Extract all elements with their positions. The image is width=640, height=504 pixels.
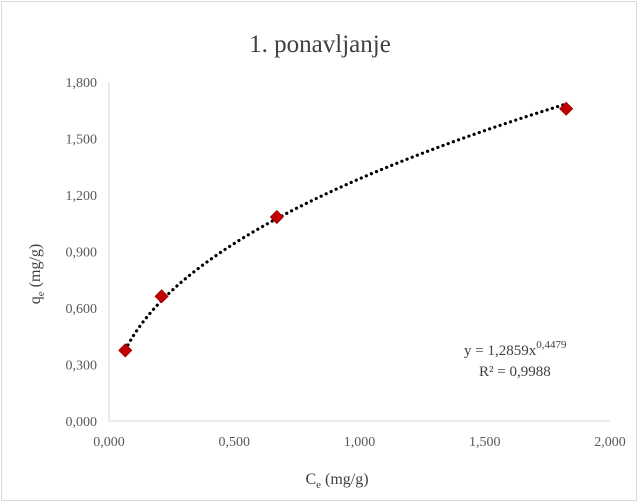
trendline-r2: R² = 0,9988 xyxy=(479,364,551,380)
x-axis-label: Ce (mg/g) xyxy=(305,471,368,491)
power-trendline xyxy=(123,102,568,352)
y-axis-label: qe (mg/g) xyxy=(27,244,47,304)
y-tick-label: 0,900 xyxy=(66,246,98,261)
y-tick-label: 0,000 xyxy=(66,415,98,430)
data-point xyxy=(269,209,284,225)
y-tick-label: 1,500 xyxy=(66,133,98,148)
x-tick-labels: 0,000 0,500 1,000 1,500 2,000 xyxy=(93,435,626,450)
y-tick-label: 0,600 xyxy=(66,302,98,317)
y-tick-labels: 0,000 0,300 0,600 0,900 1,200 1,500 1,800 xyxy=(66,76,98,430)
y-tick-label: 1,200 xyxy=(66,189,98,204)
axes xyxy=(108,82,610,422)
x-tick-label: 0,000 xyxy=(93,435,125,450)
x-tick-label: 1,500 xyxy=(469,435,501,450)
trendline-equation: y = 1,2859x0,4479 xyxy=(464,339,567,359)
y-tick-label: 0,300 xyxy=(66,359,98,374)
data-point xyxy=(118,343,133,358)
x-tick-label: 2,000 xyxy=(594,435,626,450)
chart-title: 1. ponavljanje xyxy=(249,31,391,58)
data-point xyxy=(154,289,169,304)
x-tick-label: 0,500 xyxy=(219,435,251,450)
data-point xyxy=(559,101,574,116)
data-points xyxy=(118,101,574,358)
y-tick-label: 1,800 xyxy=(66,76,98,91)
x-tick-label: 1,000 xyxy=(344,435,376,450)
